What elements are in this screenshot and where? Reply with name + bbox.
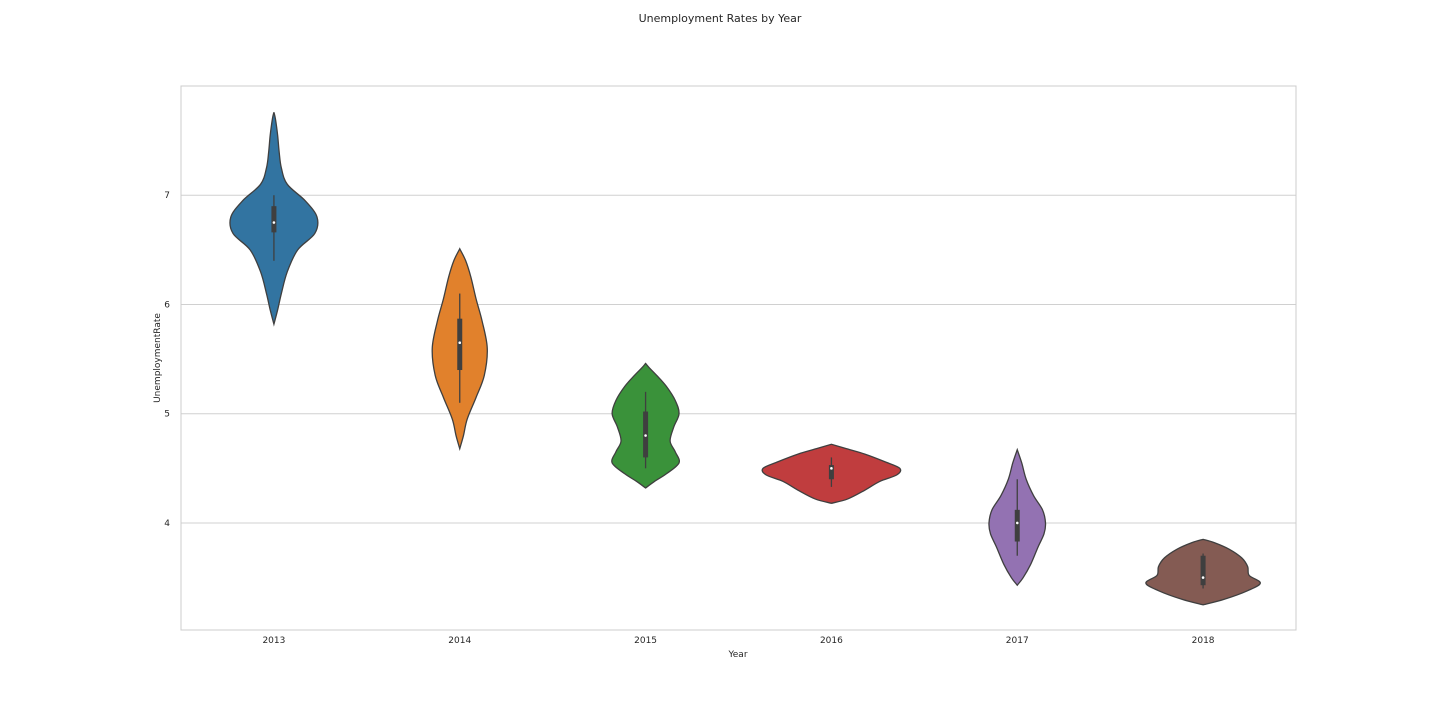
x-tick-label: 2018 xyxy=(1192,636,1215,646)
violin-2014 xyxy=(431,247,488,452)
violin-median xyxy=(1015,521,1019,525)
violin-2016 xyxy=(761,443,902,504)
y-tick-label: 4 xyxy=(164,519,170,529)
x-tick-label: 2014 xyxy=(448,636,471,646)
violin-median xyxy=(830,467,833,470)
violin-iqr-box xyxy=(828,465,834,480)
x-tick-label: 2015 xyxy=(634,636,657,646)
plot-frame xyxy=(180,85,1297,631)
violin-layer xyxy=(229,112,1261,606)
x-tick-label: 2017 xyxy=(1006,636,1029,646)
violin-2013 xyxy=(229,112,319,327)
violin-2015 xyxy=(611,362,681,489)
y-tick-label: 5 xyxy=(164,410,170,420)
chart-title: Unemployment Rates by Year xyxy=(639,12,802,25)
grid-layer xyxy=(181,194,1296,524)
y-tick-label: 7 xyxy=(164,191,170,201)
violin-median xyxy=(272,221,276,224)
violin-iqr-box xyxy=(1014,509,1020,542)
x-tick-labels: 2013 2014 2015 2016 2017 2018 xyxy=(262,636,1214,646)
violin-2018 xyxy=(1145,538,1261,606)
violin-median xyxy=(644,434,647,437)
violin-2017 xyxy=(988,447,1047,587)
x-tick-label: 2016 xyxy=(820,636,843,646)
violin-iqr-box xyxy=(457,318,463,371)
violin-iqr-box xyxy=(271,206,277,233)
y-axis-label: UnemploymentRate xyxy=(153,313,163,403)
violin-median xyxy=(1201,576,1205,579)
violin-median xyxy=(458,341,462,345)
x-tick-label: 2013 xyxy=(262,636,285,646)
x-axis-label: Year xyxy=(727,650,747,660)
y-tick-labels: 4 5 6 7 xyxy=(164,191,170,529)
violin-iqr-box xyxy=(1200,555,1206,586)
y-tick-label: 6 xyxy=(164,300,170,310)
